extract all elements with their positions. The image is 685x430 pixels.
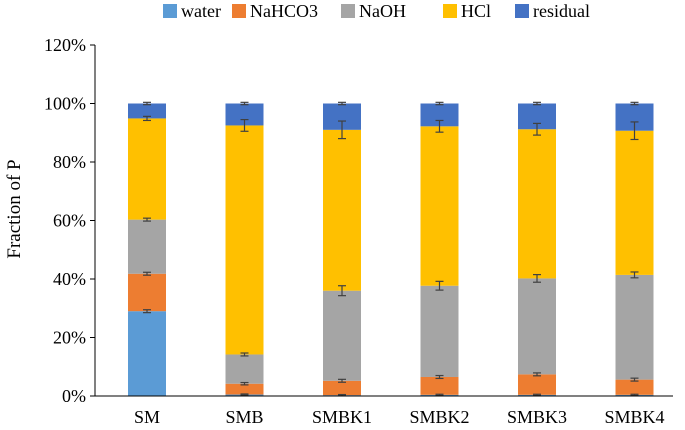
x-tick-label: SMB xyxy=(225,407,263,427)
y-tick-label: 120% xyxy=(44,35,86,55)
bar-segment-hcl xyxy=(225,125,264,355)
y-axis: 0% 20% 40% 60% 80% 100% 120% xyxy=(44,35,96,406)
x-tick-label: SM xyxy=(134,407,160,427)
bar-segment-naoh xyxy=(518,278,556,375)
x-tick-label: SMBK2 xyxy=(409,407,469,427)
bar-segment-hcl xyxy=(518,129,556,279)
bar-segment-nahco3 xyxy=(225,383,264,395)
bar-segment-hcl xyxy=(128,118,166,220)
x-axis: SM SMB SMBK1 SMBK2 SMBK3 SMBK4 xyxy=(95,395,673,427)
y-tick-label: 100% xyxy=(44,94,86,114)
legend-swatch-naoh xyxy=(341,4,355,18)
bar-segment-naoh xyxy=(420,285,459,377)
y-tick-label: 40% xyxy=(53,269,86,289)
legend-swatch-residual xyxy=(515,4,529,18)
y-tick-label: 60% xyxy=(53,211,86,231)
legend-label-water: water xyxy=(181,1,221,21)
legend-swatch-hcl xyxy=(443,4,457,18)
bar-segment-residual xyxy=(128,103,166,119)
bar-segment-nahco3 xyxy=(128,273,166,312)
x-tick-label: SMBK4 xyxy=(604,407,664,427)
bar-segment-naoh xyxy=(128,219,166,274)
y-tick-label: 20% xyxy=(53,328,86,348)
legend-label-naoh: NaOH xyxy=(359,1,406,21)
bar-segment-hcl xyxy=(323,129,361,291)
bar-segment-hcl xyxy=(420,126,459,286)
x-tick-label: SMBK3 xyxy=(507,407,567,427)
bar-segment-nahco3 xyxy=(420,376,459,395)
bar-segment-naoh xyxy=(615,274,654,380)
plot-area xyxy=(128,101,654,397)
bar-segment-hcl xyxy=(615,130,654,275)
bar-segment-residual xyxy=(420,103,459,127)
bar-segment-nahco3 xyxy=(323,380,361,396)
y-tick-label: 0% xyxy=(62,386,86,406)
bar-segment-residual xyxy=(225,103,264,126)
x-tick-label: SMBK1 xyxy=(312,407,372,427)
legend-swatch-water xyxy=(163,4,177,18)
legend-label-nahco3: NaHCO3 xyxy=(250,1,318,21)
bar-segment-naoh xyxy=(323,290,361,381)
legend-swatch-nahco3 xyxy=(232,4,246,18)
y-tick-label: 80% xyxy=(53,152,86,172)
bar-segment-nahco3 xyxy=(518,374,556,395)
y-axis-title: Fraction of P xyxy=(4,159,25,258)
bar-segment-naoh xyxy=(225,354,264,384)
bar-segment-nahco3 xyxy=(615,379,654,395)
bar-segment-water xyxy=(128,311,166,396)
legend: water NaHCO3 NaOH HCl residual xyxy=(163,1,590,21)
legend-label-residual: residual xyxy=(533,1,590,21)
legend-label-hcl: HCl xyxy=(461,1,491,21)
